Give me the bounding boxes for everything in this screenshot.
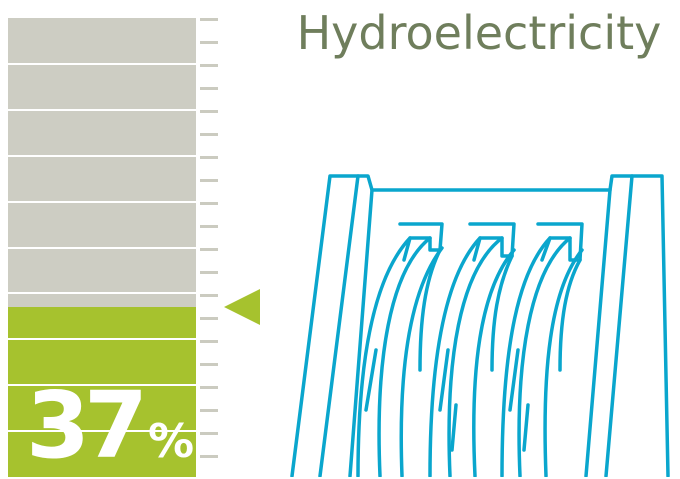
gauge-segment-divider — [8, 430, 196, 433]
gauge-segment-divider — [8, 338, 196, 341]
scale-tick — [200, 18, 218, 21]
scale-tick — [200, 248, 218, 251]
dam-icon — [290, 174, 670, 477]
percentage-value: 37% — [26, 380, 194, 472]
scale-tick — [200, 432, 218, 435]
scale-tick — [200, 156, 218, 159]
page-title: Hydroelectricity — [296, 6, 662, 60]
scale-tick — [200, 87, 218, 90]
scale-tick — [200, 340, 218, 343]
scale-tick — [200, 64, 218, 67]
scale-tick — [200, 225, 218, 228]
scale-tick — [200, 294, 218, 297]
scale-tick — [200, 455, 218, 458]
gauge-segment-divider — [8, 154, 196, 157]
percentage-gauge — [8, 18, 196, 477]
scale-tick — [200, 317, 218, 320]
gauge-segment-divider — [8, 384, 196, 387]
scale-tick — [200, 110, 218, 113]
percentage-number: 37 — [26, 372, 148, 479]
scale-tick — [200, 202, 218, 205]
scale-tick — [200, 179, 218, 182]
scale-tick — [200, 271, 218, 274]
scale-tick — [200, 386, 218, 389]
scale-tick — [200, 133, 218, 136]
gauge-segment-divider — [8, 200, 196, 203]
gauge-segment-divider — [8, 246, 196, 249]
scale-tick — [200, 363, 218, 366]
scale-tick — [200, 409, 218, 412]
gauge-tick-scale — [200, 0, 222, 477]
percentage-unit: % — [148, 414, 195, 468]
gauge-fill — [8, 307, 196, 477]
gauge-segment-divider — [8, 108, 196, 111]
gauge-segment-divider — [8, 62, 196, 65]
pointer-arrow-icon — [224, 289, 260, 326]
scale-tick — [200, 41, 218, 44]
gauge-segment-divider — [8, 292, 196, 295]
